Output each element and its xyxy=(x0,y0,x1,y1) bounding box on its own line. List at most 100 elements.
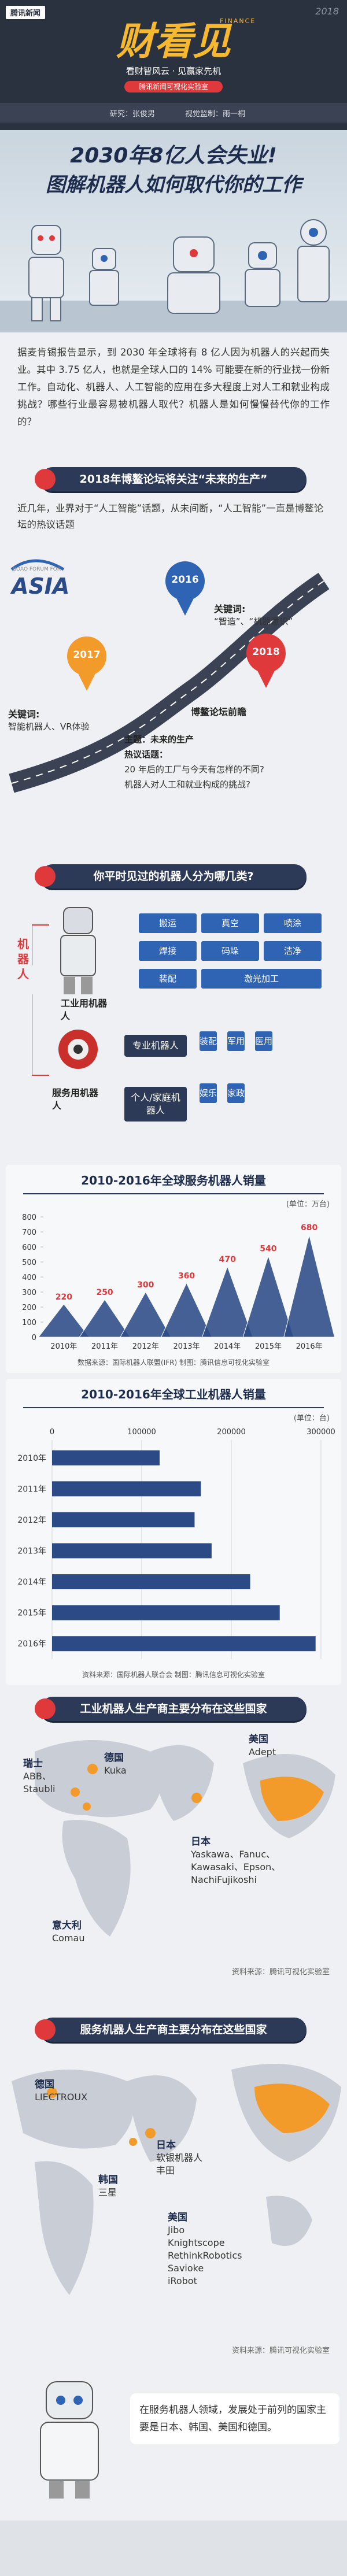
data-label: 680 xyxy=(301,1223,318,1233)
robot-root: 机器人 xyxy=(17,937,29,981)
y-tick-label: 100 xyxy=(22,1319,36,1327)
section-heading: 服务机器人生产商主要分布在这些国家 xyxy=(35,2018,307,2042)
source: 资料来源：腾讯可视化实验室 xyxy=(231,2346,330,2355)
data-label: 470 xyxy=(219,1255,236,1264)
country: 日本 Yaskawa、Fanuc、 Kawasaki、Epson、 NachiFuji… xyxy=(191,1835,280,1886)
brand: 腾讯新闻 xyxy=(6,6,46,19)
chart-bg xyxy=(6,1165,341,1373)
bar xyxy=(283,1235,335,1338)
country: 德国 Kuka xyxy=(104,1752,127,1777)
bar xyxy=(201,1265,253,1338)
y-tick-label: 800 xyxy=(22,1213,36,1222)
country-name: 德国 xyxy=(35,2079,54,2090)
unit: (单位：台) xyxy=(294,1414,330,1423)
category-tag: 医用 xyxy=(255,1031,272,1051)
country: 德国 LIECTROUX xyxy=(35,2078,87,2104)
section-heading: 你平时见过的机器人分为哪几类? xyxy=(35,864,307,889)
x-tick-label: 200000 xyxy=(217,1428,246,1437)
robot-illustration xyxy=(40,2381,99,2499)
x-tick-label: 100000 xyxy=(127,1428,156,1437)
credit: 视觉监制：雨一桐 xyxy=(185,110,246,119)
x-tick-label: 2015年 xyxy=(255,1342,282,1351)
milestone-year: 2017 xyxy=(73,649,101,661)
company: Savioke xyxy=(168,2263,204,2274)
milestone-text: “智造”、“机器意识” xyxy=(214,616,293,627)
y-tick-label: 300 xyxy=(22,1289,36,1297)
company: RethinkRobotics xyxy=(168,2250,242,2261)
country: 美国 Jibo Knightscope RethinkRobotics Savioke i… xyxy=(168,2211,242,2288)
company: Staubli xyxy=(23,1783,56,1794)
x-tick-label: 2011年 xyxy=(91,1342,118,1351)
country-name: 德国 xyxy=(104,1752,124,1764)
x-tick-label: 2014年 xyxy=(214,1342,241,1351)
source: 数据来源：国际机器人联盟(IFR) 制图：腾讯信息可视化实验室 xyxy=(77,1358,270,1367)
hero-title: 图解机器人如何取代你的工作 xyxy=(46,173,301,197)
hero-illustration xyxy=(0,219,347,332)
group-name: 工业用机器人 xyxy=(61,998,108,1021)
data-label: 300 xyxy=(137,1280,154,1290)
milestone-text: 智能机器人、VR体验 xyxy=(8,721,90,732)
y-tick-label: 2014年 xyxy=(17,1578,46,1587)
category-tag: 家政 xyxy=(227,1083,245,1103)
y-tick-label: 2013年 xyxy=(17,1547,46,1556)
bar xyxy=(52,1574,250,1590)
category-tag: 军用 xyxy=(227,1031,245,1051)
source: 资料来源：腾讯可视化实验室 xyxy=(231,1968,330,1977)
timeline xyxy=(9,559,330,793)
company: 软银机器人 xyxy=(156,2152,203,2163)
y-tick-label: 500 xyxy=(22,1259,36,1267)
company: Jibo xyxy=(168,2225,185,2236)
y-tick-label: 2015年 xyxy=(17,1609,46,1618)
y-tick-label: 200 xyxy=(22,1304,36,1312)
category-tag: 喷涂 xyxy=(264,913,322,933)
forum-logo: ASIA xyxy=(12,573,70,599)
milestone-label: 关键词: xyxy=(8,709,40,720)
x-tick-label: 2010年 xyxy=(50,1342,77,1351)
x-tick-label: 2012年 xyxy=(132,1342,159,1351)
robot-illustration xyxy=(32,907,98,1076)
company: iRobot xyxy=(168,2275,197,2286)
slogan: 看财智风云 · 见赢家先机 xyxy=(125,66,222,76)
milestone-line: 20 年后的工厂与今天有怎样的不同? xyxy=(124,764,264,775)
milestone-year: 2018 xyxy=(252,646,280,658)
forum-text: 近几年，业界对于“人工智能”话题，从未间断，“人工智能”一直是博鳌论坛的热议话题 xyxy=(17,503,324,530)
logo-en: FINANCE xyxy=(220,17,256,25)
milestone-line: 主题：未来的生产 xyxy=(124,734,194,745)
bar xyxy=(52,1512,195,1527)
company: NachiFujikoshi xyxy=(191,1874,257,1885)
bar xyxy=(52,1481,201,1497)
conclusion: 在服务机器人领域，发展处于前列的国家主要是日本、韩国、美国和德国。 xyxy=(130,2393,339,2444)
bar xyxy=(38,1303,90,1338)
bar xyxy=(52,1636,316,1652)
y-tick-label: 600 xyxy=(22,1243,36,1252)
subgroup: 专业机器人 xyxy=(124,1035,187,1057)
category-tag: 码垛 xyxy=(201,941,259,961)
x-tick-label: 300000 xyxy=(307,1428,335,1437)
category-tag: 激光加工 xyxy=(201,969,322,989)
chart: 2010-2016年全球工业机器人销量 (单位：台) 资料来源：国际机器人联合会 制… xyxy=(6,1379,341,1685)
badge: 腾讯新闻可视化实验室 xyxy=(124,81,223,92)
intro: 据麦肯锡报告显示，到 2030 年全球将有 8 亿人因为机器人的兴起而失业。其中… xyxy=(17,347,330,427)
bar xyxy=(52,1605,280,1620)
y-tick-label: 700 xyxy=(22,1228,36,1237)
section-heading: 工业机器人生产商主要分布在这些国家 xyxy=(35,1697,307,1721)
company: 三星 xyxy=(98,2187,117,2198)
bar xyxy=(79,1299,131,1338)
country: 意大利 Comau xyxy=(52,1919,85,1945)
x-tick-label: 2013年 xyxy=(173,1342,200,1351)
hero-title: 2030年8亿人会失业! xyxy=(70,144,277,168)
country-name: 美国 xyxy=(249,1734,268,1745)
company: Yaskawa、Fanuc、 xyxy=(191,1849,276,1860)
x-tick-label: 0 xyxy=(50,1428,54,1437)
logo-sub: BOAO FORUM FOR xyxy=(13,567,61,572)
country-name: 意大利 xyxy=(52,1920,82,1931)
credits-band xyxy=(0,103,347,123)
company: Kuka xyxy=(104,1765,127,1776)
category-tag: 装配 xyxy=(139,969,197,989)
chart-title: 2010-2016年全球工业机器人销量 xyxy=(81,1387,266,1401)
section-heading: 2018年博鳌论坛将关注“未来的生产” xyxy=(35,467,307,491)
year: 2018 xyxy=(315,6,339,17)
footer xyxy=(0,2521,347,2576)
country: 日本 软银机器人 丰田 xyxy=(156,2139,202,2177)
